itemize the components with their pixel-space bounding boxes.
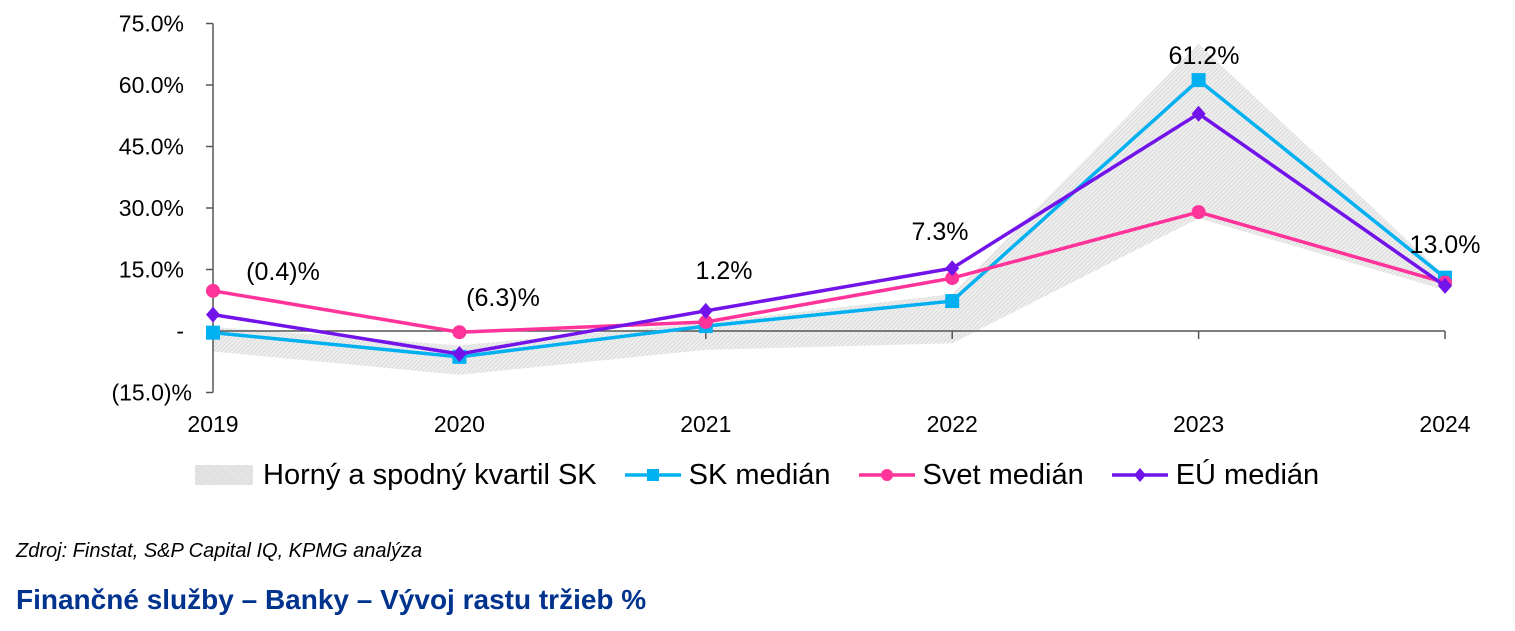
- x-tick-label: 2020: [434, 411, 485, 437]
- diamond-marker-icon: [1191, 105, 1206, 122]
- y-tick-label: 45.0%: [119, 134, 184, 160]
- data-label: 61.2%: [1169, 42, 1240, 70]
- series-svet-medián: [206, 205, 1452, 340]
- x-tick-label: 2023: [1173, 411, 1224, 437]
- y-tick-label: 60.0%: [119, 72, 184, 98]
- y-tick-label: 75.0%: [119, 11, 184, 37]
- y-tick-label: 30.0%: [119, 195, 184, 221]
- legend-label: Horný a spodný kvartil SK: [263, 458, 597, 491]
- axes: 75.0% 60.0% 45.0% 30.0% 15.0% - (15.0)% 2019 202…: [111, 11, 1470, 438]
- x-tick-label: 2024: [1419, 411, 1470, 437]
- diamond-marker-icon: [452, 345, 467, 362]
- circle-marker-icon: [945, 271, 960, 286]
- quartile-band-area: [213, 44, 1445, 375]
- y-tick-label: -: [176, 318, 184, 344]
- band-swatch-icon: [195, 465, 253, 485]
- chart-title: Finančné služby – Banky – Vývoj rastu tr…: [16, 584, 647, 615]
- data-label: 7.3%: [912, 218, 969, 246]
- series-eú-medián: [206, 105, 1452, 362]
- diamond-marker-line-icon: [1111, 468, 1168, 482]
- legend-item-band: Horný a spodný kvartil SK: [195, 459, 597, 492]
- square-marker-icon: [1191, 73, 1206, 88]
- square-marker-icon: [945, 294, 960, 309]
- circle-marker-line-icon: [858, 469, 915, 481]
- source-note: Zdroj: Finstat, S&P Capital IQ, KPMG ana…: [16, 540, 423, 562]
- circle-marker-icon: [452, 325, 467, 340]
- diamond-marker-icon: [206, 306, 220, 323]
- x-tick-label: 2022: [927, 411, 978, 437]
- legend-item-svet: Svet medián: [857, 459, 1084, 492]
- square-marker-line-icon: [624, 469, 681, 481]
- y-tick-label: (15.0)%: [111, 380, 192, 406]
- data-label: 1.2%: [696, 257, 753, 285]
- legend-label: Svet medián: [922, 458, 1084, 491]
- legend-label: EÚ medián: [1175, 458, 1320, 491]
- legend: Horný a spodný kvartil SK SK medián Svet…: [195, 455, 1319, 495]
- data-label: (0.4)%: [246, 258, 320, 286]
- circle-marker-icon: [206, 283, 220, 298]
- square-marker-icon: [206, 325, 220, 340]
- x-tick-label: 2019: [187, 411, 238, 437]
- data-label: 13.0%: [1410, 231, 1481, 259]
- quartile-band: [213, 44, 1445, 375]
- legend-item-sk: SK medián: [623, 459, 831, 492]
- x-tick-label: 2021: [680, 411, 731, 437]
- legend-item-eu: EÚ medián: [1110, 459, 1319, 492]
- data-labels: (0.4)% (6.3)% 1.2% 7.3% 61.2% 13.0%: [246, 42, 1480, 312]
- data-label: (6.3)%: [466, 284, 540, 312]
- legend-label: SK medián: [688, 458, 831, 491]
- diamond-marker-icon: [698, 302, 713, 319]
- circle-marker-icon: [698, 314, 713, 329]
- y-tick-label: 15.0%: [119, 257, 184, 283]
- diamond-marker-icon: [945, 260, 960, 277]
- circle-marker-icon: [1191, 205, 1206, 220]
- series-lines: [206, 73, 1452, 364]
- line-chart: 75.0% 60.0% 45.0% 30.0% 15.0% - (15.0)% 2019 202…: [111, 11, 1480, 438]
- diamond-marker-icon: [1438, 277, 1452, 294]
